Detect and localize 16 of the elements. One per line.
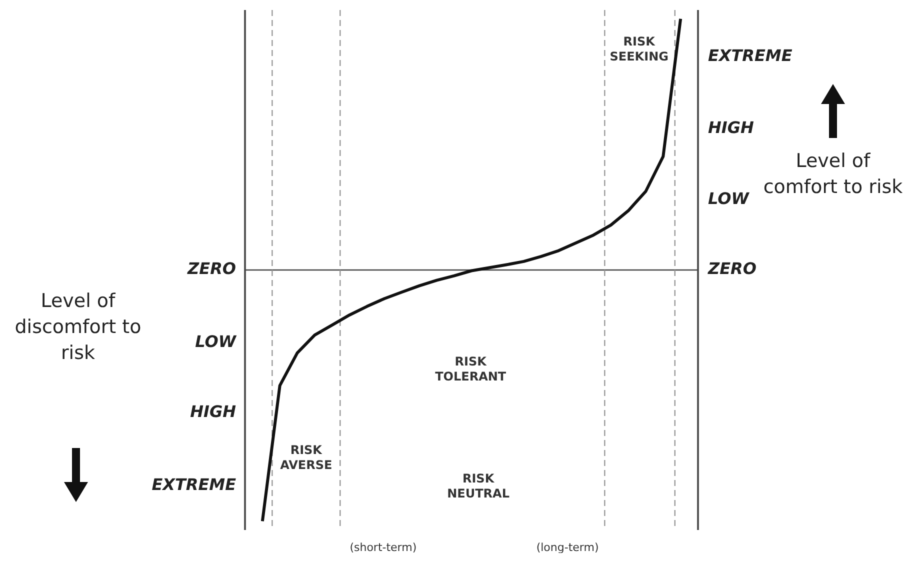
text: ZERO bbox=[707, 259, 757, 278]
text: (long-term) bbox=[536, 541, 599, 554]
annotation: RISK SEEKING bbox=[610, 34, 668, 64]
text: ZERO bbox=[186, 259, 236, 278]
annotation: RISK NEUTRAL bbox=[447, 471, 510, 500]
text: HIGH bbox=[190, 402, 237, 422]
annotation: RISK AVERSE bbox=[280, 442, 332, 472]
text: Level of comfort to risk bbox=[763, 149, 903, 200]
text: LOW bbox=[708, 188, 750, 208]
text: HIGH bbox=[708, 118, 754, 138]
text: LOW bbox=[195, 332, 238, 351]
text: EXTREME bbox=[152, 474, 236, 494]
text: (short-term) bbox=[350, 541, 417, 554]
text: Level of discomfort to risk bbox=[14, 289, 142, 366]
text: EXTREME bbox=[708, 46, 792, 65]
annotation: RISK TOLERANT bbox=[435, 354, 507, 384]
